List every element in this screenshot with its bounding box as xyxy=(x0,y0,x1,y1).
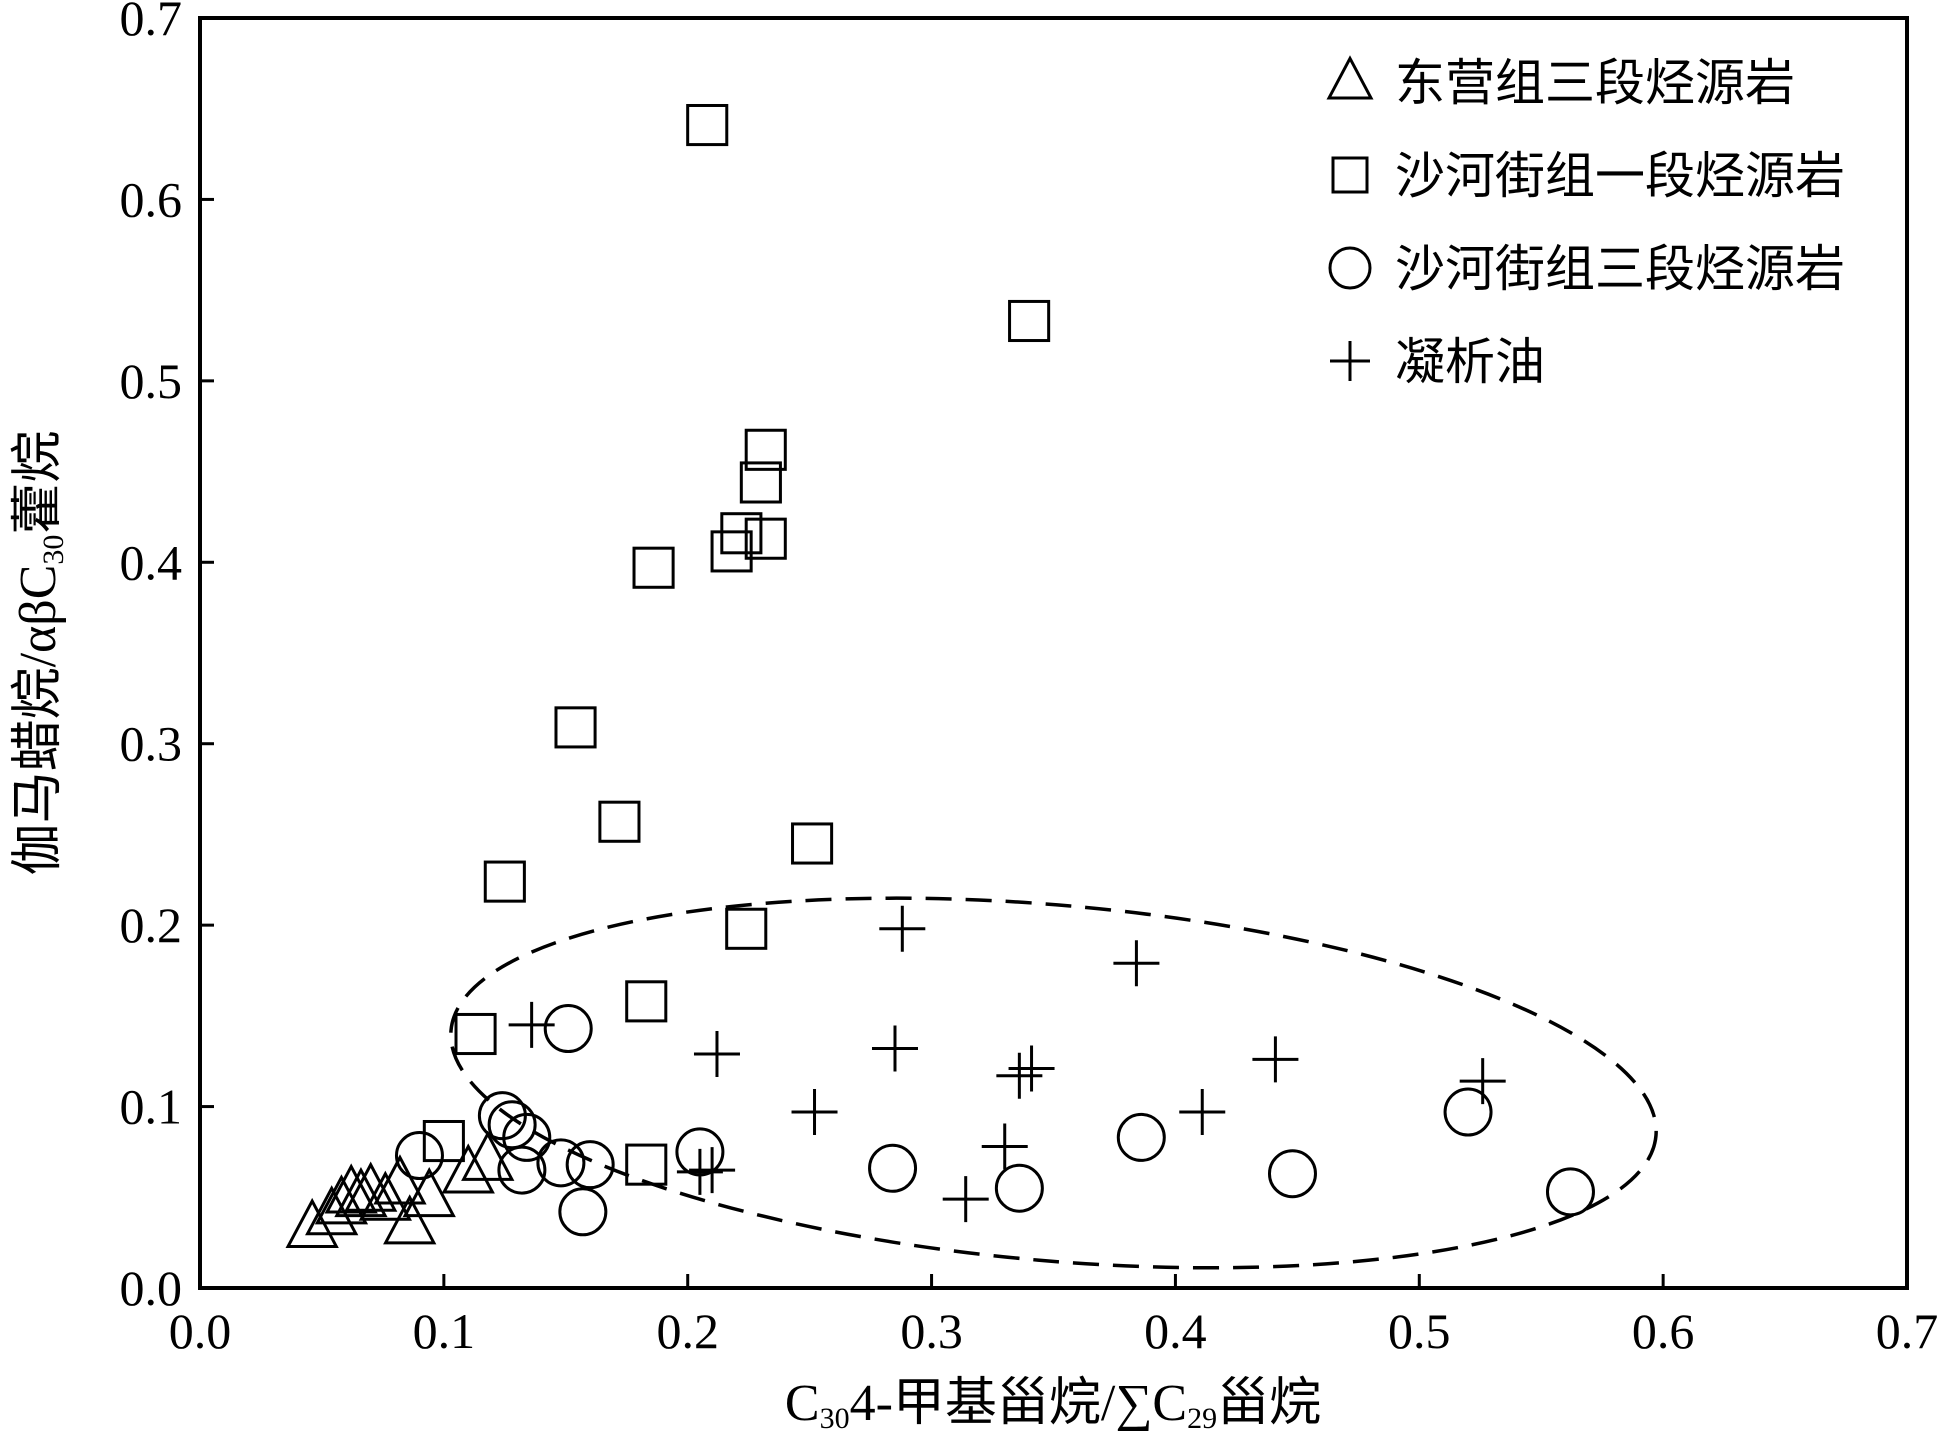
plus-point xyxy=(1008,1045,1055,1092)
y-tick-label: 0.5 xyxy=(120,353,183,409)
plus-point xyxy=(689,1147,736,1194)
y-axis: 0.0 0.1 0.2 0.3 0.4 0.5 0.6 0.7 xyxy=(120,0,214,1316)
y-tick-label: 0.7 xyxy=(120,0,183,46)
plus-point xyxy=(508,1001,555,1048)
y-tick-label: 0.0 xyxy=(120,1260,183,1316)
circle-point xyxy=(1443,1087,1493,1137)
legend-plus-icon xyxy=(1330,341,1370,381)
plus-point xyxy=(1179,1089,1226,1136)
triangle-point xyxy=(358,1170,412,1221)
triangle-point xyxy=(383,1194,437,1245)
y-axis-label: 伽马蜡烷/αβC30藿烷 xyxy=(10,431,70,876)
triangle-point xyxy=(324,1163,378,1214)
x-tick-label: 0.3 xyxy=(900,1303,963,1359)
legend-label: 凝析油 xyxy=(1395,334,1545,390)
square-point xyxy=(598,800,641,843)
x-tick-label: 0.0 xyxy=(169,1303,232,1359)
circle-point xyxy=(565,1140,615,1190)
x-tick-label: 0.4 xyxy=(1144,1303,1207,1359)
square-point xyxy=(710,530,753,573)
legend-label: 沙河街组一段烃源岩 xyxy=(1395,148,1845,204)
square-point xyxy=(554,706,597,749)
plus-point xyxy=(942,1176,989,1223)
legend-label: 东营组三段烃源岩 xyxy=(1395,55,1795,111)
plus-point xyxy=(879,905,926,952)
square-point xyxy=(483,860,526,903)
triangle-point xyxy=(373,1154,427,1205)
circle-point xyxy=(1545,1167,1595,1217)
circle-point xyxy=(543,1004,593,1054)
square-point xyxy=(744,517,787,560)
circle-point xyxy=(868,1143,918,1193)
square-point xyxy=(454,1012,497,1056)
plus-point xyxy=(981,1123,1028,1170)
square-point xyxy=(1008,299,1051,343)
circle-point xyxy=(487,1100,537,1150)
circle-point xyxy=(536,1138,586,1188)
square-point xyxy=(625,980,668,1023)
plus-point xyxy=(1113,940,1160,987)
circle-point xyxy=(497,1145,547,1195)
plus-point xyxy=(1459,1058,1506,1105)
square-point xyxy=(791,822,834,865)
triangle-point xyxy=(441,1143,495,1194)
plus-point xyxy=(1252,1036,1299,1083)
circle-point xyxy=(502,1112,552,1162)
y-tick-label: 0.6 xyxy=(120,171,183,227)
circle-point xyxy=(994,1163,1044,1213)
plot-marks xyxy=(285,103,1658,1270)
circle-point xyxy=(1267,1149,1317,1199)
x-tick-label: 0.6 xyxy=(1632,1303,1695,1359)
legend-triangle-icon xyxy=(1326,55,1374,100)
legend-square-icon xyxy=(1331,156,1369,194)
y-tick-label: 0.1 xyxy=(120,1079,183,1135)
plus-point xyxy=(693,1030,740,1077)
x-axis-label: C304-甲基甾烷/∑C29甾烷 xyxy=(785,1375,1321,1435)
circle-point xyxy=(394,1131,444,1181)
x-tick-label: 0.5 xyxy=(1388,1303,1451,1359)
x-tick-label: 0.7 xyxy=(1876,1303,1939,1359)
legend-label: 沙河街组三段烃源岩 xyxy=(1395,241,1845,297)
plus-point xyxy=(791,1089,838,1136)
plus-point xyxy=(871,1025,918,1072)
square-point xyxy=(632,546,675,589)
square-point xyxy=(625,1143,668,1186)
y-tick-label: 0.4 xyxy=(120,534,183,590)
plus-point xyxy=(676,1148,723,1195)
square-point xyxy=(422,1119,465,1163)
x-tick-label: 0.2 xyxy=(656,1303,719,1359)
square-point xyxy=(686,103,729,147)
circle-point xyxy=(558,1187,608,1237)
circle-point xyxy=(1116,1112,1166,1162)
square-point xyxy=(744,428,787,471)
legend-circle-icon xyxy=(1328,246,1372,290)
dashed-ellipse xyxy=(449,896,1658,1270)
plus-point xyxy=(996,1052,1043,1099)
square-point xyxy=(739,461,782,504)
x-tick-label: 0.1 xyxy=(413,1303,476,1359)
y-tick-label: 0.3 xyxy=(120,716,183,772)
triangle-point xyxy=(402,1166,456,1218)
square-point xyxy=(725,907,768,950)
triangle-point xyxy=(461,1130,515,1181)
plot-frame xyxy=(198,16,1909,1290)
triangle-point xyxy=(334,1166,388,1218)
y-tick-label: 0.2 xyxy=(120,897,183,953)
x-axis: 0.0 0.1 0.2 0.3 0.4 0.5 0.6 0.7 xyxy=(169,1274,1939,1359)
